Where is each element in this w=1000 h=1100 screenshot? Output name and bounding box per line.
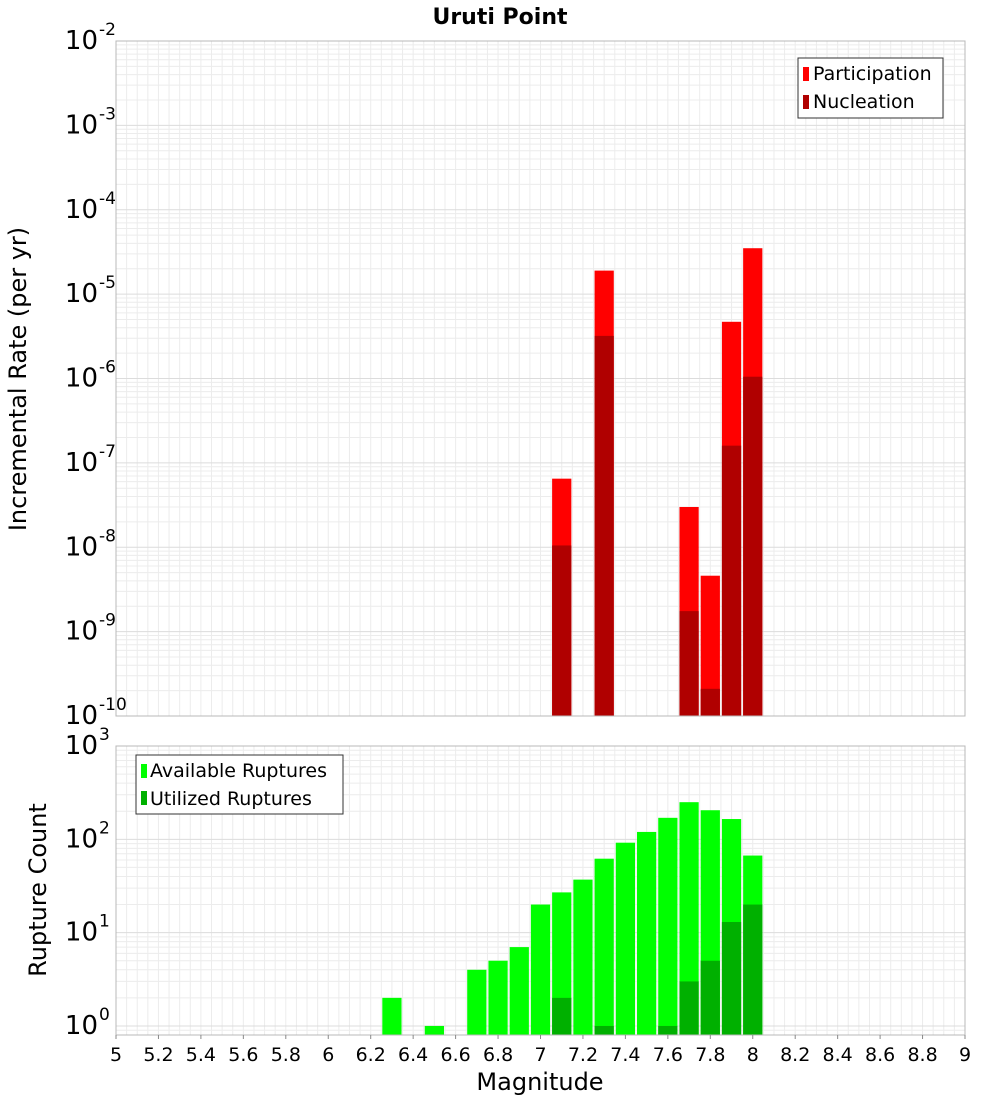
count-y-tick-exponent: 0: [99, 1005, 110, 1025]
count-utilized-ruptures-bar: [721, 922, 742, 1035]
count-y-tick-exponent: 1: [99, 912, 110, 932]
nucleation-legend-label: Nucleation: [813, 91, 915, 113]
x-tick-label: 6.4: [398, 1044, 428, 1066]
rate-nucleation-bar: [552, 545, 572, 716]
x-tick-label: 6.2: [356, 1044, 386, 1066]
rate-plot-border: [115, 40, 966, 717]
rate-nucleation-bar: [743, 376, 763, 716]
rate-y-tick-exponent: -10: [99, 695, 127, 715]
rate-nucleation-bar: [700, 688, 720, 716]
x-tick-label: 6: [322, 1044, 334, 1066]
count-available-ruptures-bar: [637, 831, 657, 1035]
x-tick-label: 7.2: [568, 1044, 598, 1066]
count-available-ruptures-bar: [594, 858, 614, 1035]
count-y-axis-label: Rupture Count: [24, 803, 52, 977]
count-available-ruptures-bar: [615, 842, 636, 1035]
participation-legend-label: Participation: [813, 63, 932, 85]
count-available-ruptures-bar: [424, 1025, 444, 1035]
x-tick-label: 8.2: [780, 1044, 810, 1066]
rate-nucleation-bar: [679, 611, 699, 716]
count-utilized-ruptures-bar: [700, 960, 720, 1035]
available-swatch: [141, 764, 147, 778]
count-available-ruptures-bar: [573, 879, 593, 1035]
rate-y-tick-label: 10: [65, 110, 98, 140]
count-available-ruptures-bar: [509, 947, 529, 1035]
x-tick-label: 8.6: [865, 1044, 895, 1066]
x-tick-label: 5.4: [186, 1044, 216, 1066]
utilized-legend-label: Utilized Ruptures: [150, 788, 312, 810]
count-available-ruptures-bar: [530, 904, 551, 1035]
x-tick-label: 8.8: [907, 1044, 937, 1066]
rate-y-tick-exponent: -3: [99, 104, 116, 124]
count-bars: [382, 802, 763, 1035]
rate-y-tick-exponent: -6: [99, 358, 116, 378]
count-available-ruptures-bar: [658, 817, 678, 1035]
x-tick-label: 5.8: [271, 1044, 301, 1066]
count-utilized-ruptures-bar: [679, 981, 699, 1035]
utilized-swatch: [141, 791, 147, 805]
count-available-ruptures-bar: [488, 960, 508, 1035]
count-utilized-ruptures-bar: [743, 904, 763, 1035]
count-y-tick-label: 10: [65, 1011, 98, 1041]
rate-y-axis-label: Incremental Rate (per yr): [4, 227, 32, 531]
rate-y-tick-label: 10: [65, 26, 98, 56]
x-tick-label: 7.4: [610, 1044, 640, 1066]
rate-y-tick-label: 10: [65, 364, 98, 394]
x-tick-label: 6.6: [440, 1044, 470, 1066]
rate-y-tick-exponent: -7: [99, 442, 116, 462]
x-tick-label: 8: [747, 1044, 759, 1066]
rate-bars: [552, 248, 763, 717]
count-available-ruptures-bar: [679, 802, 699, 1035]
count-available-ruptures-bar: [382, 997, 402, 1035]
rate-y-tick-label: 10: [65, 279, 98, 309]
rate-y-tick-exponent: -4: [99, 189, 116, 209]
rate-y-tick-exponent: -5: [99, 273, 116, 293]
count-y-tick-label: 10: [65, 918, 98, 948]
x-tick-label: 7.8: [695, 1044, 725, 1066]
rate-y-tick-exponent: -8: [99, 526, 116, 546]
magnitude-x-ticks: 5 5.2 5.4 5.6 5.8 6 6.2 6.4 6.6 6.8 7 7.2 7.4 7.6 7.8 8…: [110, 1035, 971, 1066]
rate-nucleation-bar: [721, 445, 742, 716]
count-y-tick-exponent: 2: [99, 818, 110, 838]
x-axis-label: Magnitude: [476, 1068, 603, 1096]
rate-legend: Participation Nucleation: [797, 57, 944, 119]
available-legend-label: Available Ruptures: [150, 760, 327, 782]
x-tick-label: 5.6: [228, 1044, 258, 1066]
count-y-tick-label: 10: [65, 824, 98, 854]
participation-swatch: [803, 67, 809, 81]
rate-y-tick-label: 10: [65, 195, 98, 225]
count-utilized-ruptures-bar: [594, 1025, 614, 1035]
count-legend: Available Ruptures Utilized Ruptures: [135, 754, 344, 815]
count-y-tick-exponent: 3: [99, 725, 110, 745]
count-y-tick-label: 10: [65, 731, 98, 761]
x-tick-label: 5: [110, 1044, 122, 1066]
chart-title: Uruti Point: [432, 5, 568, 30]
rate-y-tick-label: 10: [65, 617, 98, 647]
x-tick-label: 5.2: [143, 1044, 173, 1066]
rate-y-tick-exponent: -9: [99, 611, 116, 631]
count-available-ruptures-bar: [467, 969, 487, 1035]
count-legend-box: [135, 754, 344, 815]
rate-y-tick-exponent: -2: [99, 20, 116, 40]
rate-y-tick-label: 10: [65, 448, 98, 478]
x-tick-label: 9: [959, 1044, 971, 1066]
count-utilized-ruptures-bar: [552, 997, 572, 1035]
nucleation-swatch: [803, 95, 809, 109]
rate-nucleation-bar: [594, 335, 614, 716]
count-utilized-ruptures-bar: [658, 1025, 678, 1035]
rate-gridlines: [115, 40, 966, 717]
rate-y-tick-label: 10: [65, 701, 98, 731]
x-tick-label: 8.4: [823, 1044, 853, 1066]
x-tick-label: 6.8: [483, 1044, 513, 1066]
rate-participation-bar: [700, 575, 720, 716]
x-tick-label: 7: [534, 1044, 546, 1066]
rate-y-tick-label: 10: [65, 532, 98, 562]
rate-legend-box: [797, 57, 944, 119]
x-tick-label: 7.6: [653, 1044, 683, 1066]
